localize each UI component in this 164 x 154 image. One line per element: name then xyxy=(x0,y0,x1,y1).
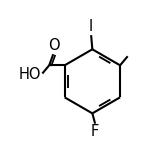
Text: O: O xyxy=(48,38,60,53)
Text: I: I xyxy=(89,19,93,34)
Text: HO: HO xyxy=(19,67,41,82)
Text: F: F xyxy=(91,124,99,139)
